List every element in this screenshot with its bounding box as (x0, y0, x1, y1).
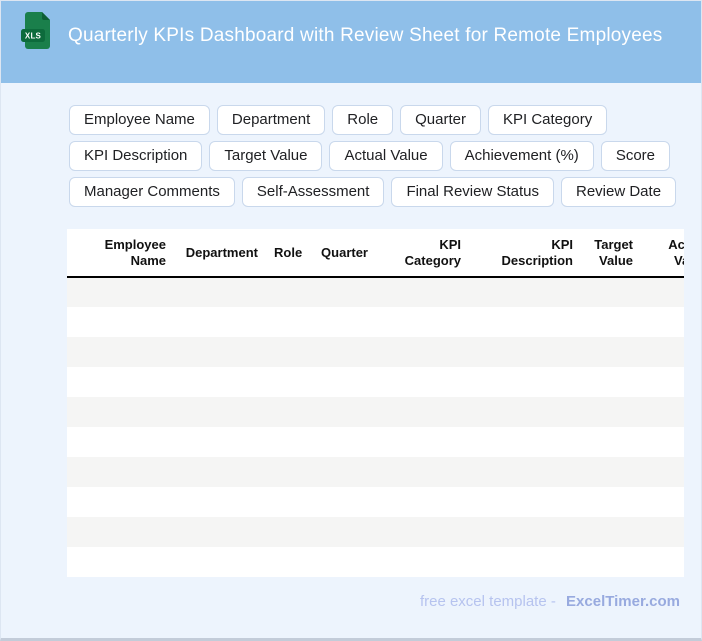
table-row (67, 277, 684, 307)
table-row (67, 337, 684, 367)
col-header-department: Department (174, 229, 266, 278)
page-title-block: XLS Quarterly KPIs Dashboard with Review… (21, 11, 681, 52)
col-header-role: Role (266, 229, 309, 278)
chip-actual-value[interactable]: Actual Value (329, 141, 443, 171)
table-row (67, 367, 684, 397)
chip-kpi-description[interactable]: KPI Description (69, 141, 203, 171)
table-row (67, 547, 684, 577)
chip-kpi-category[interactable]: KPI Category (487, 105, 608, 135)
chip-department[interactable]: Department (216, 105, 326, 135)
xls-file-icon: XLS (21, 11, 53, 51)
col-header-kpi-description: KPI Description (469, 229, 581, 278)
footer-brand-link[interactable]: ExcelTimer.com (566, 593, 680, 610)
xls-badge-text: XLS (25, 32, 42, 41)
chip-review-date[interactable]: Review Date (561, 177, 677, 207)
table-row (67, 307, 684, 337)
chip-score[interactable]: Score (600, 141, 670, 171)
chip-role[interactable]: Role (332, 105, 394, 135)
col-header-kpi-category: KPI Category (376, 229, 469, 278)
table-row (67, 397, 684, 427)
table-row (67, 487, 684, 517)
table-row (67, 427, 684, 457)
footer: free excel template - ExcelTimer.com (420, 593, 680, 610)
chip-achievement[interactable]: Achievement (%) (449, 141, 594, 171)
kpi-table: Employee Name Department Role Quarter KP… (67, 229, 684, 577)
col-header-target-value: Target Value (581, 229, 641, 278)
chip-quarter[interactable]: Quarter (400, 105, 481, 135)
kpi-table-header: Employee Name Department Role Quarter KP… (67, 229, 684, 278)
chip-final-review-status[interactable]: Final Review Status (391, 177, 554, 207)
chip-manager-comments[interactable]: Manager Comments (69, 177, 235, 207)
field-chip-list: Employee Name Department Role Quarter KP… (69, 105, 681, 207)
table-row (67, 457, 684, 487)
chip-employee-name[interactable]: Employee Name (69, 105, 210, 135)
col-header-employee-name: Employee Name (67, 229, 174, 278)
col-header-actual-value: Actual Value (641, 229, 684, 278)
kpi-table-body (67, 277, 684, 577)
chip-self-assessment[interactable]: Self-Assessment (241, 177, 385, 207)
chip-target-value[interactable]: Target Value (209, 141, 323, 171)
kpi-table-container[interactable]: Employee Name Department Role Quarter KP… (67, 229, 684, 577)
page-title: Quarterly KPIs Dashboard with Review She… (68, 25, 663, 46)
table-row (67, 517, 684, 547)
footer-text: free excel template - (419, 593, 556, 610)
app-header: XLS Quarterly KPIs Dashboard with Review… (1, 1, 701, 83)
col-header-quarter: Quarter (309, 229, 376, 278)
